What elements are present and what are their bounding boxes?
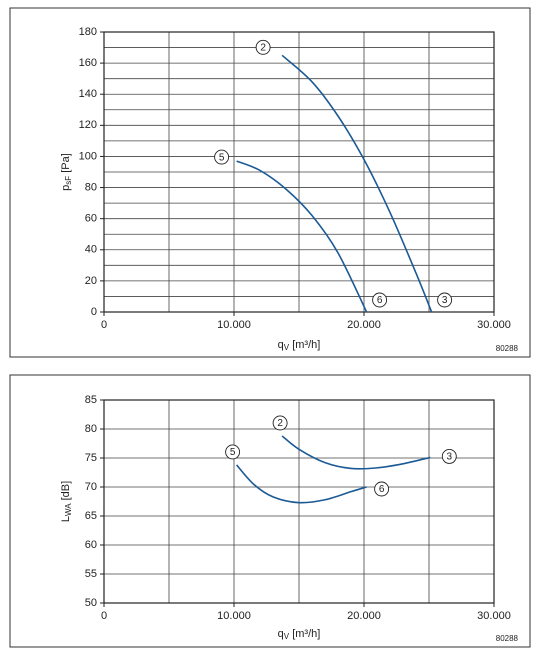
y-axis-label-part: [dB] [60,481,72,504]
x-tick-label: 0 [101,610,107,622]
x-tick-label: 30.000 [477,610,511,622]
y-axis-label-part: [Pa] [60,153,72,176]
x-tick-label: 10.000 [217,610,251,622]
y-tick-label: 50 [85,597,97,609]
point-marker-circle [372,292,388,308]
panel-frame [9,374,531,648]
y-tick-label: 140 [79,88,97,100]
y-tick-label: 180 [79,26,97,38]
y-tick-label: 80 [85,423,97,435]
y-tick-label: 20 [85,275,97,287]
point-marker-circle [272,415,288,431]
y-tick-label: 60 [85,213,97,225]
y-tick-label: 65 [85,510,97,522]
y-tick-label: 160 [79,57,97,69]
x-axis-label-part: [m³/h] [289,339,320,351]
y-tick-label: 80 [85,181,97,193]
y-axis-label-part: L [60,516,72,522]
curve [236,160,368,313]
x-axis-label-part: q [278,628,284,640]
curve [281,54,433,313]
y-axis-label-part: sF [64,176,73,185]
point-marker-circle [255,39,271,55]
y-tick-label: 55 [85,568,97,580]
y-tick-label: 0 [91,306,97,318]
panel-frame [9,7,531,358]
y-axis-label-part: p [60,185,72,191]
curve [281,435,431,470]
y-tick-label: 40 [85,244,97,256]
x-tick-label: 20.000 [347,610,381,622]
point-marker-label: 3 [447,452,453,463]
point-marker-label: 6 [379,484,385,495]
x-axis-label-part: q [278,339,284,351]
figure-number: 80288 [496,634,519,643]
x-tick-label: 20.000 [347,319,381,331]
y-axis-label: psF [Pa] [60,153,73,191]
y-tick-label: 100 [79,150,97,162]
x-axis-label: qV [m³/h] [278,339,321,352]
y-tick-label: 75 [85,452,97,464]
x-tick-label: 10.000 [217,319,251,331]
y-tick-label: 120 [79,119,97,131]
point-marker-label: 5 [219,152,225,163]
x-axis-label-part: [m³/h] [289,628,320,640]
figure-number: 80288 [496,344,519,353]
curve [235,464,367,504]
x-axis-label-part: V [284,343,290,352]
x-axis-label: qV [m³/h] [278,628,321,641]
plot-frame [103,31,495,313]
point-marker-label: 2 [277,418,283,429]
point-marker-label: 6 [377,295,383,306]
point-marker-label: 3 [442,295,448,306]
point-marker-label: 2 [260,42,266,53]
point-marker-label: 5 [230,447,236,458]
y-tick-label: 70 [85,481,97,493]
point-marker-circle [225,444,241,460]
x-tick-label: 30.000 [477,319,511,331]
y-axis-label-part: WA [64,503,73,516]
point-marker-circle [441,448,457,464]
plot-frame [103,399,495,604]
y-tick-label: 60 [85,539,97,551]
y-axis-label: LWA [dB] [60,481,73,522]
x-axis-label-part: V [284,632,290,641]
y-tick-label: 85 [85,394,97,406]
point-marker-circle [374,481,390,497]
point-marker-circle [437,292,453,308]
x-tick-label: 0 [101,319,107,331]
point-marker-circle [214,149,230,165]
